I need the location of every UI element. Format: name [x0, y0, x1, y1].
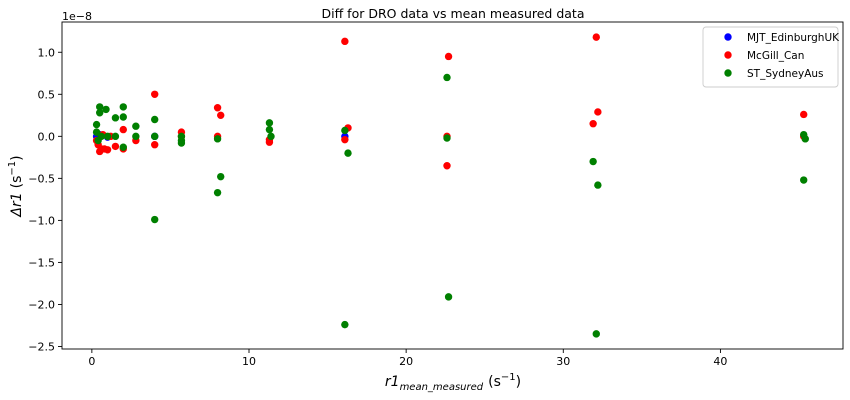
x-tick-label: 40 [713, 355, 727, 368]
data-point [800, 176, 808, 184]
data-point [443, 162, 451, 170]
data-point [443, 134, 451, 142]
data-point [111, 132, 120, 141]
data-point [444, 293, 453, 301]
data-point [213, 104, 222, 112]
x-label-unit-sup: −1 [501, 372, 516, 383]
y-tick-label: 0.0 [38, 130, 56, 143]
legend-box [702, 26, 839, 88]
y-tick-label: −2.0 [28, 298, 55, 311]
y-tick-label: 1.0 [38, 46, 56, 59]
data-point [119, 125, 127, 134]
data-point [119, 113, 127, 121]
data-point [151, 115, 159, 124]
data-point [102, 105, 110, 114]
data-point [267, 132, 275, 141]
data-point [103, 132, 112, 141]
data-point [265, 125, 274, 134]
data-point [589, 157, 597, 166]
data-point [119, 103, 127, 111]
y-label-unit-sup: −1 [7, 161, 18, 176]
x-label-sub: mean_measured [400, 382, 484, 393]
data-point [341, 135, 349, 144]
data-point [800, 110, 808, 119]
data-point [103, 146, 112, 154]
data-point [151, 215, 159, 224]
y-tick-label: −0.5 [28, 172, 55, 185]
data-point [96, 103, 104, 111]
x-tick-label: 20 [399, 355, 413, 368]
y-tick-label: 0.5 [38, 88, 56, 101]
chart-title: Diff for DRO data vs mean measured data [322, 6, 585, 21]
y-label-base: Δr1 [9, 192, 25, 217]
data-point [341, 320, 349, 329]
data-point [151, 132, 159, 141]
legend-label: MJT_EdinburghUK [747, 32, 840, 44]
x-label-unit-pre: (s [488, 374, 501, 390]
data-point [119, 143, 127, 151]
data-point [265, 119, 274, 127]
x-label-unit-post: ) [516, 374, 521, 390]
y-tick-label: −1.0 [28, 214, 55, 227]
data-point [594, 108, 602, 116]
data-point [213, 188, 222, 197]
data-points [92, 33, 809, 338]
data-point [151, 90, 159, 98]
x-tick-label: 0 [88, 355, 95, 368]
legend-marker [724, 69, 732, 77]
data-point [151, 141, 159, 149]
x-axis-label: r1mean_measured (s−1) [385, 372, 521, 393]
x-axis: 0 10 20 30 40 [88, 349, 727, 368]
data-point [111, 114, 120, 122]
data-point [217, 111, 225, 120]
legend-label: ST_SydneyAus [747, 68, 824, 80]
legend: MJT_EdinburghUK McGill_Can ST_SydneyAus [702, 26, 840, 88]
data-point [341, 37, 349, 46]
x-tick-label: 10 [242, 355, 256, 368]
y-offset-text: 1e−8 [62, 10, 92, 23]
data-point [444, 52, 453, 61]
y-label-unit-post: ) [9, 155, 25, 160]
data-point [111, 142, 120, 151]
data-point [589, 120, 597, 128]
x-label-base: r1 [385, 374, 400, 390]
data-point [213, 135, 222, 143]
legend-label: McGill_Can [747, 50, 804, 62]
y-axis-label: Δr1 (s−1) [7, 155, 25, 217]
data-point [592, 330, 600, 338]
data-point [97, 132, 105, 141]
data-point [217, 172, 225, 181]
data-point [594, 181, 602, 189]
y-axis: 1.0 0.5 0.0 −0.5 −1.0 −1.5 −2.0 −2.5 [28, 46, 62, 353]
y-tick-label: −1.5 [28, 256, 55, 269]
data-point [800, 130, 808, 139]
data-point [177, 136, 186, 145]
data-point [341, 126, 349, 135]
plot-frame [61, 21, 844, 350]
legend-marker [724, 33, 732, 41]
legend-marker [724, 51, 732, 59]
data-point [443, 73, 451, 82]
x-tick-label: 30 [556, 355, 570, 368]
data-point [92, 128, 101, 136]
y-label-unit-pre: (s [9, 176, 25, 189]
data-point [592, 33, 600, 41]
data-point [132, 122, 140, 130]
data-point [92, 120, 101, 129]
data-point [132, 132, 140, 141]
data-point [96, 109, 104, 117]
data-point [344, 149, 352, 157]
y-tick-label: −2.5 [28, 340, 55, 353]
